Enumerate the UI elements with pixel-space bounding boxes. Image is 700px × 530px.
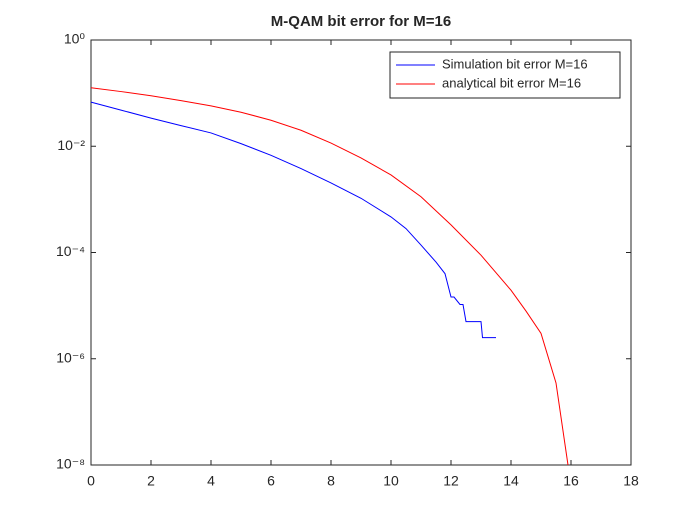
x-tick-label: 18	[623, 473, 639, 489]
series-line	[90, 101, 496, 339]
x-tick-label: 6	[267, 473, 275, 489]
x-tick-label: 8	[327, 473, 335, 489]
legend-box	[389, 51, 621, 99]
y-tick-label: 10⁰	[64, 31, 86, 47]
x-tick-label: 14	[503, 473, 519, 489]
x-tick-label: 10	[383, 473, 399, 489]
y-tick-label: 10⁻⁸	[56, 456, 85, 472]
y-tick-label: 10⁻²	[57, 137, 85, 153]
series-line	[90, 87, 569, 466]
x-tick-label: 0	[87, 473, 95, 489]
y-tick-label: 10⁻⁴	[56, 243, 85, 259]
y-tick-label: 10⁻⁶	[56, 349, 85, 365]
chart-title: M-QAM bit error for M=16	[271, 13, 451, 30]
x-tick-label: 2	[147, 473, 155, 489]
legend-label: Simulation bit error M=16	[442, 56, 588, 71]
x-tick-label: 16	[563, 473, 579, 489]
x-tick-label: 12	[443, 473, 459, 489]
legend-label: analytical bit error M=16	[442, 75, 581, 90]
x-tick-label: 4	[207, 473, 215, 489]
plot-area	[90, 39, 632, 466]
